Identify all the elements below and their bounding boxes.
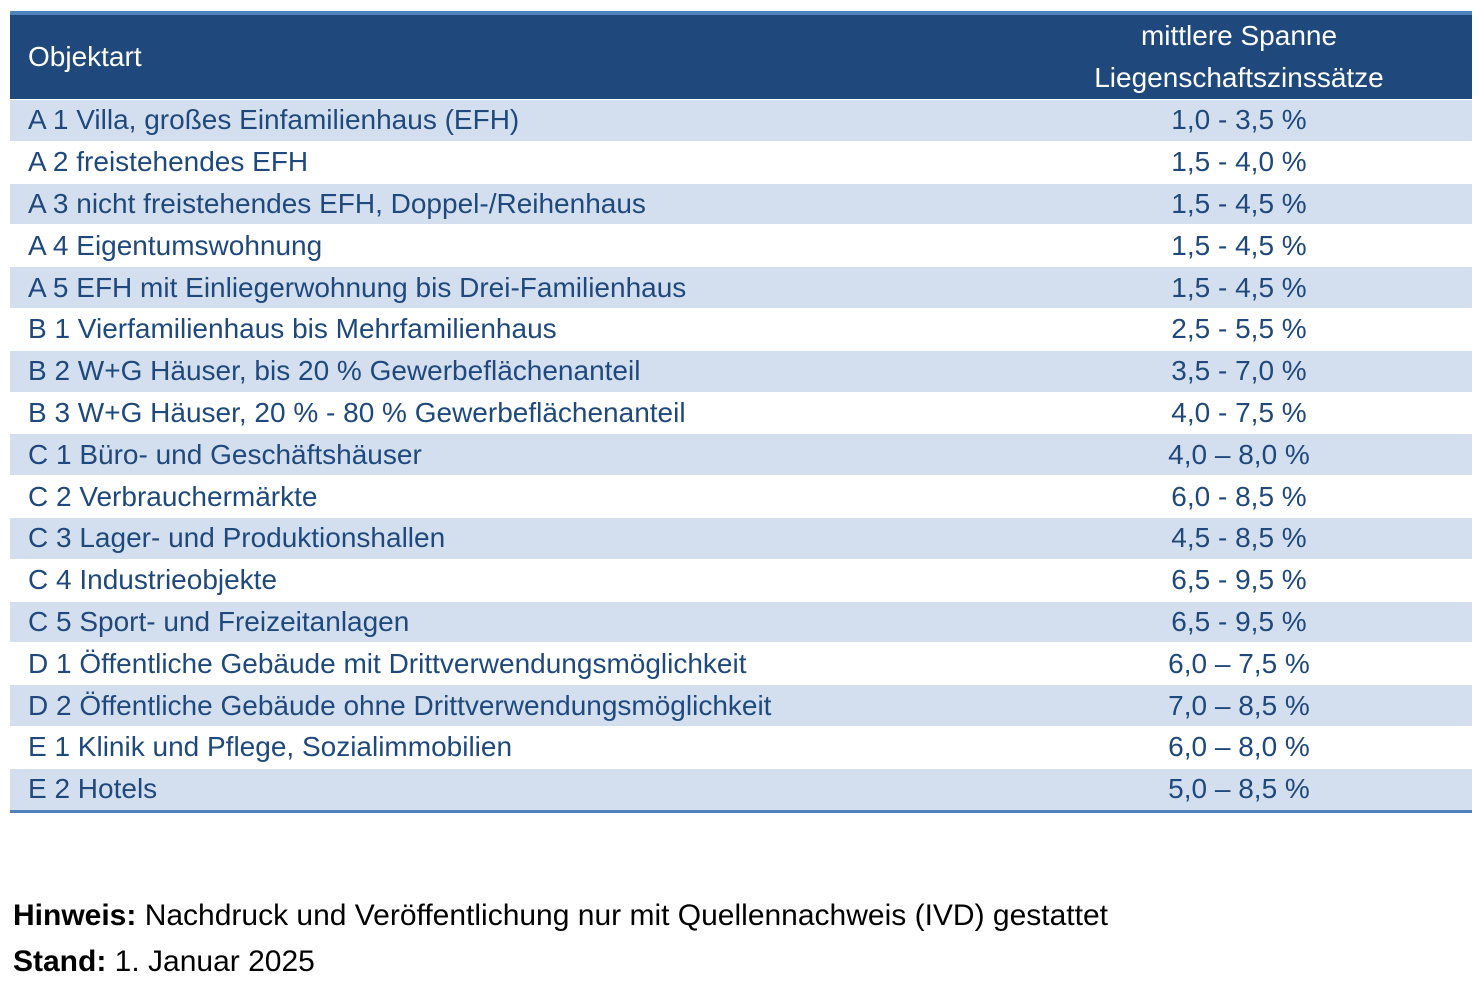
cell-range: 1,5 - 4,0 % (1171, 146, 1307, 178)
table-row: D 2 Öffentliche Gebäude ohne Drittverwen… (10, 684, 1472, 726)
cell-range: 6,5 - 9,5 % (1171, 605, 1307, 637)
table-row: C 1 Büro- und Geschäftshäuser 4,0 – 8,0 % (10, 433, 1472, 476)
table-row: A 3 nicht freistehendes EFH, Doppel-/Rei… (10, 182, 1472, 225)
cell-objektart: C 3 Lager- und Produktionshallen (28, 522, 446, 554)
cell-range: 6,0 – 7,5 % (1168, 647, 1310, 679)
cell-objektart: C 4 Industrieobjekte (28, 564, 278, 596)
cell-objektart: C 2 Verbrauchermärkte (28, 480, 318, 512)
cell-objektart: E 2 Hotels (28, 773, 158, 805)
header-range-line2: Liegenschaftszinssätze (1094, 62, 1384, 93)
date-text: 1. Januar 2025 (106, 945, 315, 978)
table-top-rule (10, 11, 1472, 15)
interest-rate-table: Objektart mittlere Spanne Liegenschaftsz… (10, 11, 1472, 813)
cell-objektart: C 5 Sport- und Freizeitanlagen (28, 605, 410, 637)
table-row: C 2 Verbrauchermärkte 6,0 - 8,5 % (10, 475, 1472, 517)
date-note: Stand: 1. Januar 2025 (13, 939, 1108, 985)
table-row: B 2 W+G Häuser, bis 20 % Gewerbeflächena… (10, 349, 1472, 392)
cell-range: 1,5 - 4,5 % (1171, 229, 1307, 261)
cell-objektart: B 3 W+G Häuser, 20 % - 80 % Gewerbefläch… (28, 396, 686, 428)
table-row: A 4 Eigentumswohnung 1,5 - 4,5 % (10, 224, 1472, 267)
table-row: E 1 Klinik und Pflege, Sozialimmobilien 6… (10, 725, 1472, 768)
header-range-line1: mittlere Spanne (1140, 20, 1338, 51)
cell-objektart: A 5 EFH mit Einliegerwohnung bis Drei-Fa… (28, 271, 687, 303)
header-range: mittlere Spanne Liegenschaftszinssätze (1010, 15, 1472, 99)
cell-range: 3,5 - 7,0 % (1171, 355, 1307, 387)
cell-objektart: B 1 Vierfamilienhaus bis Mehrfamilienhau… (28, 313, 557, 345)
cell-range: 6,0 – 8,0 % (1168, 731, 1310, 763)
hint-label: Hinweis: (13, 899, 137, 932)
cell-objektart: D 1 Öffentliche Gebäude mit Drittverwend… (28, 647, 747, 679)
hint-note: Hinweis: Nachdruck und Veröffentlichung … (13, 893, 1108, 939)
cell-range: 4,0 - 7,5 % (1171, 396, 1307, 428)
header-objektart: Objektart (28, 41, 142, 72)
cell-objektart: A 3 nicht freistehendes EFH, Doppel-/Rei… (28, 187, 646, 219)
table-row: C 3 Lager- und Produktionshallen 4,5 - 8,… (10, 516, 1472, 559)
table-row: A 2 freistehendes EFH 1,5 - 4,0 % (10, 140, 1472, 183)
table-row: A 5 EFH mit Einliegerwohnung bis Drei-Fa… (10, 266, 1472, 308)
footnotes: Hinweis: Nachdruck und Veröffentlichung … (13, 893, 1108, 985)
table-body: A 1 Villa, großes Einfamilienhaus (EFH) 1… (10, 99, 1472, 813)
date-label: Stand: (13, 945, 107, 978)
cell-range: 6,0 - 8,5 % (1171, 480, 1307, 512)
cell-objektart: D 2 Öffentliche Gebäude ohne Drittverwen… (28, 689, 772, 721)
cell-objektart: A 4 Eigentumswohnung (28, 229, 323, 261)
cell-range: 1,0 - 3,5 % (1171, 104, 1307, 136)
cell-range: 5,0 – 8,5 % (1168, 773, 1310, 805)
cell-range: 6,5 - 9,5 % (1171, 564, 1307, 596)
table-row: A 1 Villa, großes Einfamilienhaus (EFH) 1… (10, 99, 1472, 141)
cell-objektart: E 1 Klinik und Pflege, Sozialimmobilien (28, 731, 513, 763)
cell-objektart: B 2 W+G Häuser, bis 20 % Gewerbeflächena… (28, 355, 641, 387)
table-row: C 4 Industrieobjekte 6,5 - 9,5 % (10, 558, 1472, 601)
table-row: E 2 Hotels 5,0 – 8,5 % (10, 767, 1472, 810)
table-header: Objektart mittlere Spanne Liegenschaftsz… (10, 15, 1472, 99)
table-row: C 5 Sport- und Freizeitanlagen 6,5 - 9,5 … (10, 600, 1472, 643)
table-row: B 3 W+G Häuser, 20 % - 80 % Gewerbefläch… (10, 391, 1472, 434)
table-row: B 1 Vierfamilienhaus bis Mehrfamilienhau… (10, 307, 1472, 350)
cell-objektart: A 2 freistehendes EFH (28, 146, 309, 178)
cell-range: 7,0 – 8,5 % (1168, 689, 1310, 721)
cell-range: 4,5 - 8,5 % (1171, 522, 1307, 554)
cell-objektart: A 1 Villa, großes Einfamilienhaus (EFH) (28, 104, 520, 136)
cell-range: 1,5 - 4,5 % (1171, 271, 1307, 303)
cell-range: 1,5 - 4,5 % (1171, 187, 1307, 219)
table-row: D 1 Öffentliche Gebäude mit Drittverwend… (10, 642, 1472, 685)
hint-text: Nachdruck und Veröffentlichung nur mit Q… (136, 899, 1108, 932)
cell-range: 2,5 - 5,5 % (1171, 313, 1307, 345)
cell-range: 4,0 – 8,0 % (1168, 438, 1310, 470)
cell-objektart: C 1 Büro- und Geschäftshäuser (28, 438, 422, 470)
